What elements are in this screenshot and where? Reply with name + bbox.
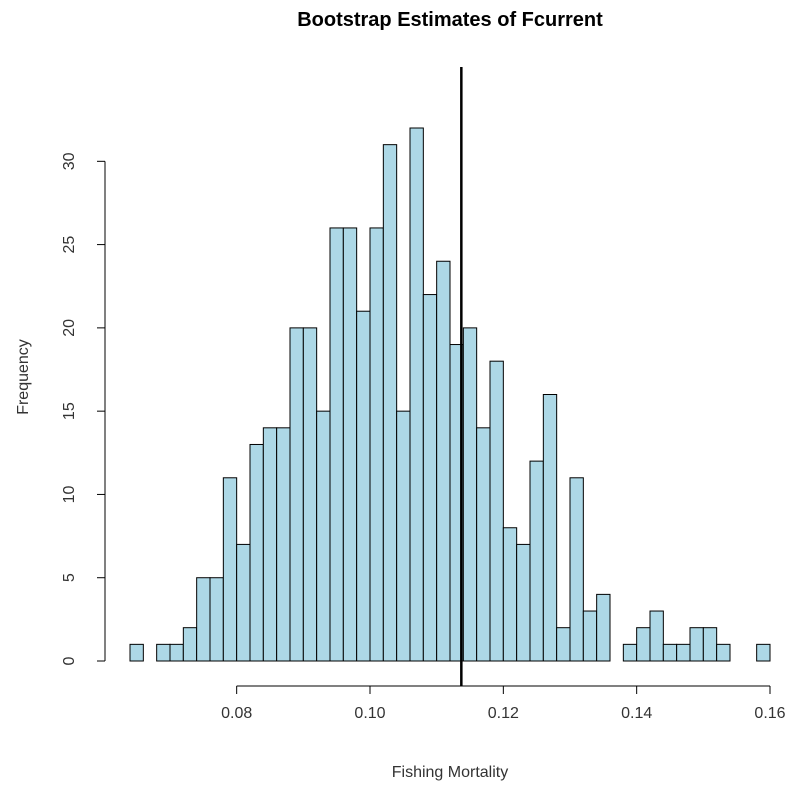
- histogram-bar: [516, 543, 531, 662]
- histogram-bar: [369, 227, 384, 662]
- y-tick-label: 0: [61, 656, 78, 665]
- x-axis: 0.08 0.10 0.12 0.14 0.16: [221, 685, 786, 722]
- histogram-bar: [476, 427, 491, 662]
- histogram-bar: [649, 610, 664, 662]
- histogram-bar: [196, 577, 211, 662]
- histogram-bar: [462, 327, 478, 662]
- histogram-bar: [249, 443, 264, 662]
- histogram-bar: [169, 643, 184, 662]
- histogram-bar: [182, 627, 198, 662]
- histogram-bar: [409, 127, 424, 662]
- y-tick-label: 15: [61, 402, 78, 420]
- histogram-bar: [636, 627, 651, 662]
- histogram-bar: [422, 294, 438, 662]
- histogram-bar: [702, 627, 718, 662]
- y-axis: 0 5 10 15 20 25 30: [61, 152, 106, 665]
- histogram-bar: [502, 527, 518, 662]
- histogram-bar: [262, 427, 278, 662]
- histogram-bar: [289, 327, 304, 662]
- histogram-bar: [222, 477, 238, 662]
- x-tick-label: 0.10: [354, 705, 385, 722]
- histogram-bar: [156, 643, 171, 662]
- histogram-bar: [569, 477, 584, 662]
- histogram-bar: [356, 310, 371, 662]
- chart-title: Bootstrap Estimates of Fcurrent: [297, 9, 603, 31]
- y-tick-label: 5: [61, 573, 78, 582]
- histogram-bar: [276, 427, 291, 662]
- y-tick-label: 10: [61, 485, 78, 503]
- histogram-bar: [342, 227, 358, 662]
- histogram-bar: [302, 327, 318, 662]
- x-axis-label: Fishing Mortality: [392, 764, 508, 781]
- histogram-bar: [209, 577, 224, 662]
- histogram-bar: [329, 227, 344, 662]
- histogram-bar: [129, 643, 144, 662]
- bars-group: [129, 127, 771, 662]
- y-tick-label: 25: [61, 236, 78, 254]
- histogram-bar: [582, 610, 598, 662]
- histogram-bar: [542, 394, 558, 662]
- histogram-bar: [316, 410, 331, 662]
- histogram-bar: [436, 260, 451, 662]
- histogram-bar: [596, 593, 611, 662]
- histogram-bar: [489, 360, 504, 662]
- histogram-bar: [529, 460, 544, 662]
- y-axis-label: Frequency: [15, 339, 32, 415]
- histogram-bar: [689, 627, 704, 662]
- x-tick-label: 0.12: [488, 705, 519, 722]
- x-tick-label: 0.14: [621, 705, 652, 722]
- histogram-bar: [236, 543, 251, 662]
- histogram-bar: [716, 643, 731, 662]
- histogram-bar: [622, 643, 638, 662]
- y-tick-label: 30: [61, 152, 78, 170]
- histogram-bar: [396, 410, 411, 662]
- histogram-bar: [676, 643, 691, 662]
- histogram-bar: [556, 627, 571, 662]
- x-tick-label: 0.08: [221, 705, 252, 722]
- histogram-bar: [756, 643, 771, 662]
- x-tick-label: 0.16: [754, 705, 785, 722]
- y-tick-label: 20: [61, 319, 78, 337]
- histogram-bar: [662, 643, 678, 662]
- histogram-bar: [382, 144, 398, 662]
